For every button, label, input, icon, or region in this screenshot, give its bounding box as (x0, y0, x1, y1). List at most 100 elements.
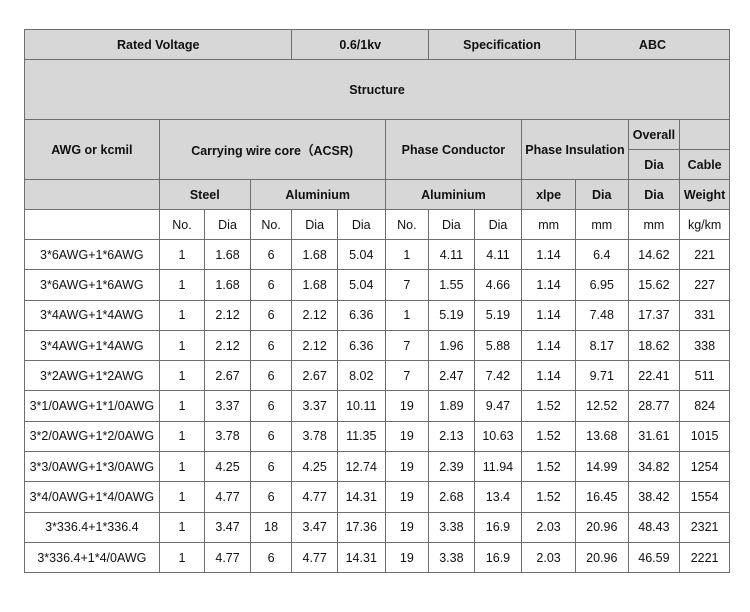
unit-al-no: No. (249, 209, 293, 240)
table-row: 3*6AWG+1*6AWG 1 1.68 6 1.68 5.04 1 4.11 4.11 1.14… (24, 238, 730, 271)
cell-weight: 1554 (679, 481, 730, 513)
cell-pc-dia-total: 16.9 (473, 511, 523, 543)
cell-pc-dia-total: 4.11 (473, 238, 523, 271)
cell-al-no: 6 (249, 299, 293, 331)
cell-xlpe-thickness: 1.14 (521, 238, 576, 271)
cell-al-no: 6 (249, 390, 293, 422)
cell-overall-dia: 17.37 (627, 299, 681, 331)
cell-xlpe-thickness: 1.14 (521, 299, 576, 331)
cell-al-no: 6 (249, 541, 293, 574)
cell-steel-no: 1 (158, 541, 206, 574)
cell-steel-dia: 4.77 (204, 541, 251, 574)
cell-al-dia-total: 6.36 (336, 299, 386, 331)
cell-pc-no: 19 (384, 451, 430, 483)
phase-insulation-header: Phase Insulation (521, 119, 629, 180)
cell-pc-dia-total: 16.9 (473, 541, 523, 574)
cell-weight: 331 (679, 299, 730, 331)
cell-al-dia-total: 6.36 (336, 329, 386, 362)
specification-value: ABC (574, 29, 731, 60)
cell-pc-dia-total: 10.63 (473, 420, 523, 453)
cell-overall-dia: 48.43 (627, 511, 681, 543)
cell-pc-dia-total: 13.4 (473, 481, 523, 513)
cell-al-dia-total: 5.04 (336, 269, 386, 301)
cell-pc-no: 7 (384, 329, 430, 362)
cell-weight: 1015 (679, 420, 730, 453)
cell-al-no: 6 (249, 360, 293, 392)
cell-awg-size: 3*2/0AWG+1*2/0AWG (24, 420, 160, 453)
cell-insulation-dia: 20.96 (574, 541, 629, 574)
cell-overall-dia: 46.59 (627, 541, 681, 574)
cell-overall-dia: 15.62 (627, 269, 681, 301)
unit-steel-dia: Dia (204, 209, 251, 240)
cell-pc-dia-total: 5.88 (473, 329, 523, 362)
cell-insulation-dia: 13.68 (574, 420, 629, 453)
cell-xlpe-thickness: 1.14 (521, 360, 576, 392)
cell-awg-size: 3*4/0AWG+1*4/0AWG (24, 481, 160, 513)
cell-al-dia: 3.37 (291, 390, 338, 422)
cell-xlpe-thickness: 1.14 (521, 269, 576, 301)
cell-al-dia-total: 11.35 (336, 420, 386, 453)
cell-al-no: 6 (249, 269, 293, 301)
cell-overall-dia: 38.42 (627, 481, 681, 513)
cell-steel-no: 1 (158, 511, 206, 543)
cell-steel-no: 1 (158, 238, 206, 271)
cell-weight: 338 (679, 329, 730, 362)
cell-al-dia: 2.67 (291, 360, 338, 392)
cell-overall-dia: 14.62 (627, 238, 681, 271)
cell-al-no: 6 (249, 238, 293, 271)
cell-pc-dia: 2.68 (428, 481, 475, 513)
cable-header: Cable (679, 149, 730, 180)
cell-overall-dia: 18.62 (627, 329, 681, 362)
table-row: 3*4AWG+1*4AWG 1 2.12 6 2.12 6.36 7 1.96 5.88 1.14… (24, 329, 730, 362)
cell-steel-dia: 1.68 (204, 269, 251, 301)
table-row: 3*1/0AWG+1*1/0AWG 1 3.37 6 3.37 10.11 19 1.89 9.… (24, 390, 730, 422)
phase-conductor-header: Phase Conductor (384, 119, 523, 180)
cell-pc-dia-total: 4.66 (473, 269, 523, 301)
awg-header: AWG or kcmil (24, 119, 160, 180)
cell-al-dia-total: 8.02 (336, 360, 386, 392)
cell-steel-no: 1 (158, 360, 206, 392)
cell-al-no: 18 (249, 511, 293, 543)
steel-header: Steel (158, 179, 251, 210)
table-row: 3*6AWG+1*6AWG 1 1.68 6 1.68 5.04 7 1.55 4.66 1.14… (24, 269, 730, 301)
cell-steel-dia: 1.68 (204, 238, 251, 271)
cell-weight: 1254 (679, 451, 730, 483)
unit-al-dia-2: Dia (336, 209, 386, 240)
blank-unit (24, 209, 160, 240)
unit-weight: kg/km (679, 209, 730, 240)
cell-al-no: 6 (249, 329, 293, 362)
xlpe-header: xlpe (521, 179, 576, 210)
rated-voltage-value: 0.6/1kv (291, 29, 430, 60)
cell-insulation-dia: 12.52 (574, 390, 629, 422)
header-row-sub: Steel Aluminium Aluminium xlpe Dia Dia W… (24, 179, 730, 210)
cell-insulation-dia: 8.17 (574, 329, 629, 362)
cell-overall-dia: 31.61 (627, 420, 681, 453)
table-row: 3*3/0AWG+1*3/0AWG 1 4.25 6 4.25 12.74 19 2.39 11… (24, 451, 730, 483)
cell-al-dia-total: 5.04 (336, 238, 386, 271)
overall-dia-subheader: Dia (627, 179, 681, 210)
cell-pc-dia: 5.19 (428, 299, 475, 331)
cell-al-dia-total: 10.11 (336, 390, 386, 422)
header-row-rated: Rated Voltage 0.6/1kv Specification ABC (23, 29, 731, 60)
cell-weight: 824 (679, 390, 730, 422)
cell-pc-dia: 1.55 (428, 269, 475, 301)
cell-xlpe-thickness: 1.14 (521, 329, 576, 362)
cell-steel-no: 1 (158, 420, 206, 453)
cell-xlpe-thickness: 1.52 (521, 481, 576, 513)
cell-awg-size: 3*6AWG+1*6AWG (24, 238, 160, 271)
cell-al-dia: 3.78 (291, 420, 338, 453)
cell-awg-size: 3*6AWG+1*6AWG (24, 269, 160, 301)
cell-xlpe-thickness: 2.03 (521, 511, 576, 543)
cell-insulation-dia: 14.99 (574, 451, 629, 483)
cell-pc-no: 1 (384, 238, 430, 271)
cell-pc-no: 19 (384, 541, 430, 574)
cable-spec-table: Rated Voltage 0.6/1kv Specification ABC … (23, 29, 731, 574)
header-row-units: No. Dia No. Dia Dia No. Dia Dia mm mm mm… (24, 209, 730, 240)
cell-steel-no: 1 (158, 299, 206, 331)
cell-insulation-dia: 20.96 (574, 511, 629, 543)
blank-header (679, 119, 730, 150)
cell-pc-dia-total: 9.47 (473, 390, 523, 422)
cell-al-dia: 4.25 (291, 451, 338, 483)
unit-xlpe-mm: mm (521, 209, 576, 240)
table-row: 3*4AWG+1*4AWG 1 2.12 6 2.12 6.36 1 5.19 5.19 1.14… (24, 299, 730, 331)
